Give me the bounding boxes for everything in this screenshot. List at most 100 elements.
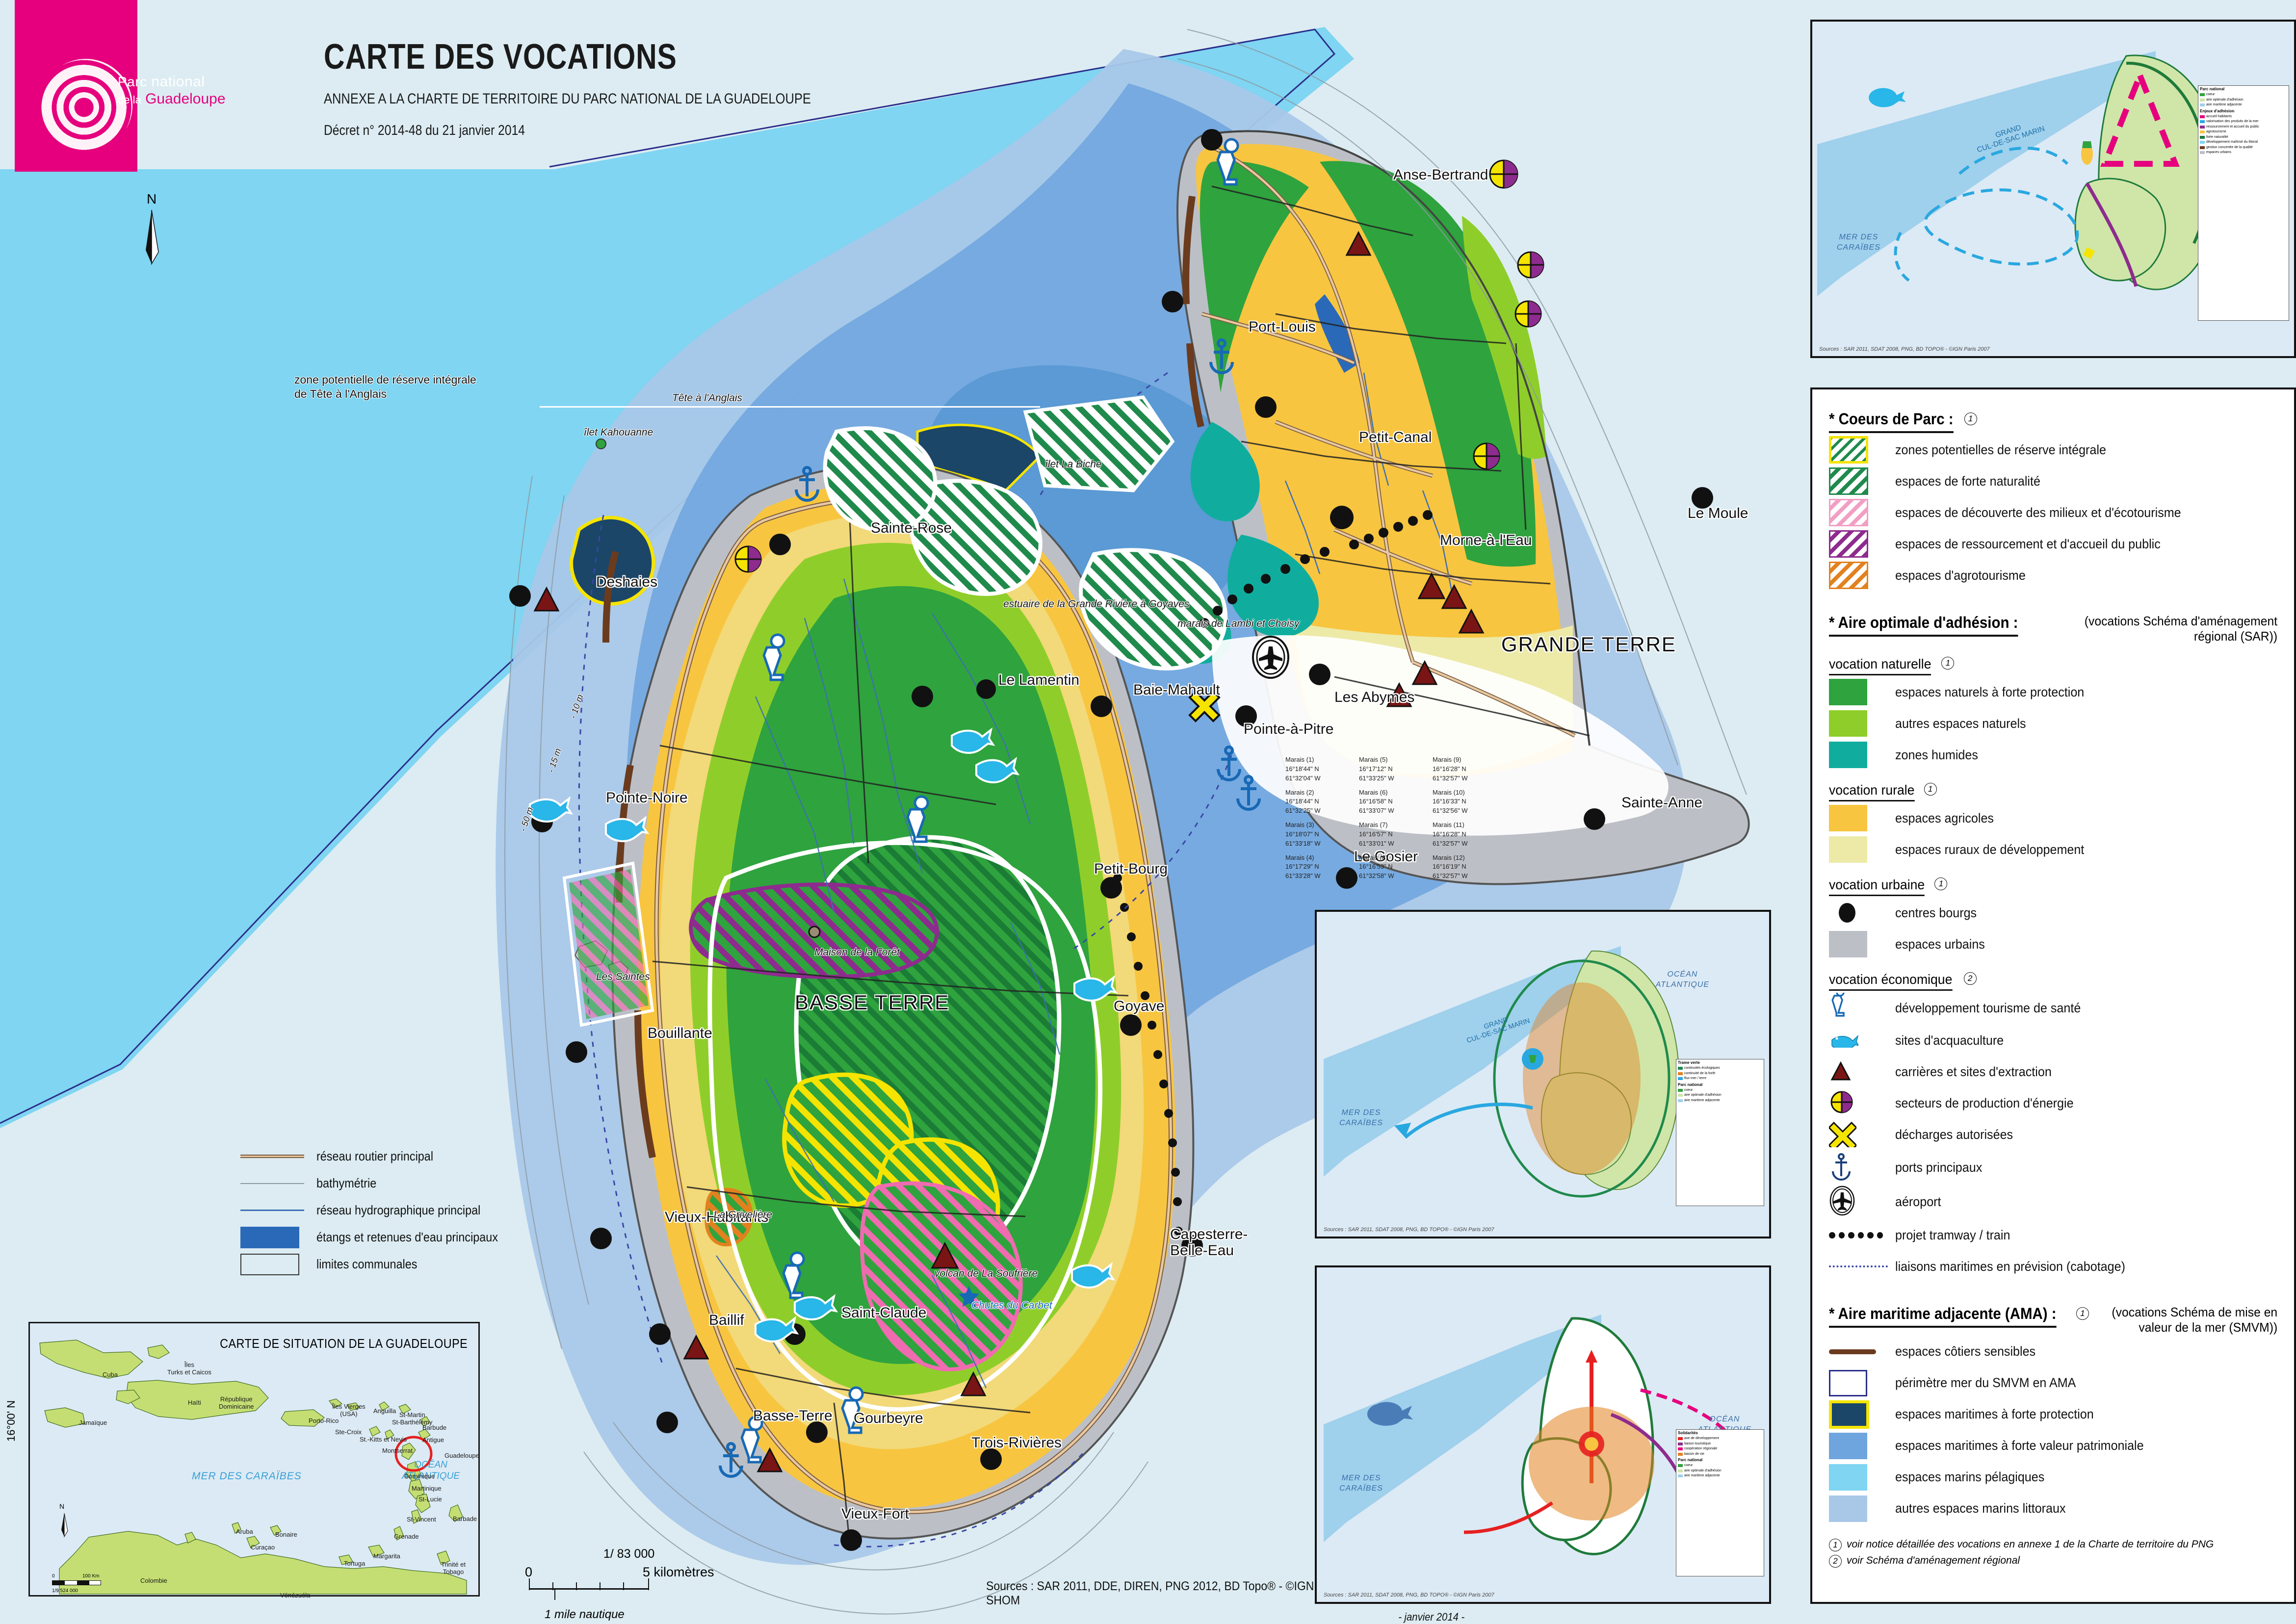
legend-item-label: sites d'acquaculture — [1895, 1032, 2004, 1048]
situation-inset-graphic — [30, 1323, 478, 1595]
legend-item-label: zones humides — [1895, 747, 1978, 762]
quarry-icon — [1829, 1060, 1853, 1084]
inset-social-sea-label: MER DES CARAÏBES — [1339, 1474, 1383, 1493]
legend-item: ports principaux — [1829, 1152, 2277, 1184]
situation-island-label: Vénézuéla — [280, 1592, 311, 1599]
logo-dela-word: de la — [118, 93, 141, 106]
situation-island-label: Barbade — [453, 1515, 477, 1522]
latitude-label: 16°00' N — [5, 1400, 17, 1442]
legend-section-ama: * Aire maritime adjacente (AMA) : 1 (vocat… — [1829, 1305, 2277, 1523]
situation-island-label: République Dominicaine — [219, 1395, 254, 1410]
inset-social-legend: Solidarités axe de développement liaison… — [1676, 1429, 1764, 1576]
legend-item: liaisons maritimes en prévision (cabotag… — [1829, 1252, 2277, 1281]
centre-bourg-dot-icon — [1839, 903, 1855, 923]
sources-date: - janvier 2014 - — [1398, 1611, 1465, 1623]
legend-item: sites d'acquaculture — [1829, 1026, 2277, 1055]
situation-island-label: Îles Turks et Caicos — [167, 1361, 211, 1376]
logo-parc-word: Parc — [118, 74, 147, 89]
swatch-smvm-perimeter — [1829, 1369, 1867, 1396]
map-legend-row: limites communales — [240, 1251, 584, 1278]
park-logo-swirl-icon — [39, 59, 132, 152]
reserve-annotation-line2: de Tête à l'Anglais — [294, 387, 387, 400]
legend-item: zones humides — [1829, 740, 2277, 770]
situation-island-label: St.-Kitts et Nevis — [360, 1436, 407, 1443]
situation-island-label: St-Lucie — [418, 1495, 442, 1503]
situation-island-label: Cuba — [103, 1371, 118, 1378]
color-swatch — [1829, 1432, 1867, 1459]
situation-inset-map[interactable]: CARTE DE SITUATION DE LA GUADELOUPE MER … — [28, 1322, 480, 1599]
legend-item: espaces côtiers sensibles — [1829, 1337, 2277, 1366]
color-swatch — [1829, 931, 1867, 958]
legend-item-label: espaces naturels à forte protection — [1895, 684, 2085, 699]
situation-island-label: Martinique — [412, 1485, 442, 1492]
legend-item-label: décharges autorisées — [1895, 1127, 2013, 1142]
legend-group-title: vocation naturelle — [1829, 656, 1931, 676]
legend-item: autres espaces marins littoraux — [1829, 1494, 2277, 1523]
legend-note-marker: 1 — [2076, 1307, 2089, 1320]
park-logo-block — [15, 0, 137, 172]
logo-national-word: national — [151, 74, 205, 90]
logo-guadeloupe-word: Guadeloupe — [145, 90, 226, 107]
north-arrow-icon: N — [135, 191, 179, 275]
legend-item: autres espaces naturels — [1829, 709, 2277, 738]
legend-item-label: espaces marins pélagiques — [1895, 1469, 2045, 1485]
inset-enjeux-sea-label: MER DES CARAÏBES — [1837, 233, 1880, 252]
legend-item-label: secteurs de production d'énergie — [1895, 1095, 2074, 1110]
legend-item-label: liaisons maritimes en prévision (cabotag… — [1895, 1259, 2125, 1274]
map-legend-row: réseau routier principal — [240, 1143, 584, 1170]
legend-item-label: autres espaces naturels — [1895, 716, 2026, 731]
legend-item-label: espaces agricoles — [1895, 810, 1994, 825]
scale-nautical-mile: 1 mile nautique — [545, 1608, 625, 1621]
map-legend-row: étangs et retenues d'eau principaux — [240, 1224, 584, 1251]
legend-section-title: * Aire optimale d'adhésion : — [1829, 614, 2018, 637]
hydro-line — [240, 1210, 316, 1211]
inset-eco-legend: Trame verte continuités écologiques cont… — [1676, 1059, 1764, 1206]
map-legend-label: étangs et retenues d'eau principaux — [316, 1230, 498, 1244]
situation-island-label: Trinité et Tobago — [441, 1561, 466, 1575]
situation-island-label: Porto-Rico — [309, 1417, 339, 1424]
aquaculture-fish-icon — [1829, 1031, 1860, 1052]
inset-eco-ocean-label: OCÉAN ATLANTIQUE — [1655, 970, 1709, 989]
situation-island-label: Curaçao — [251, 1544, 275, 1551]
situation-island-label: Grenade — [394, 1533, 419, 1540]
inset-enjeux-sources: Sources : SAR 2011, SDAT 2008, PNG, BD T… — [1819, 346, 1990, 352]
authorized-dump-icon — [1827, 1120, 1858, 1152]
legend-item-label: développement tourisme de santé — [1895, 1001, 2081, 1016]
situation-island-label: Margarita — [373, 1552, 400, 1560]
scale-max: 5 kilomètres — [643, 1565, 714, 1579]
legend-section-title: * Coeurs de Parc : — [1829, 410, 1954, 433]
legend-item-label: espaces ruraux de développement — [1895, 842, 2085, 857]
scale-zero: 0 — [525, 1565, 533, 1579]
color-swatch — [1829, 805, 1867, 832]
legend-group-title: vocation économique — [1829, 972, 1953, 991]
color-swatch — [1829, 742, 1867, 769]
legend-item: périmètre mer du SMVM en AMA — [1829, 1368, 2277, 1398]
situation-island-label: Tortuga — [344, 1560, 365, 1567]
situation-island-label: St-Vincent — [407, 1516, 436, 1523]
situation-island-label: Jamaïque — [79, 1419, 107, 1426]
main-map[interactable] — [0, 0, 1796, 1624]
legend-item: espaces maritimes à forte protection — [1829, 1400, 2277, 1429]
reserve-annotation-line1: zone potentielle de réserve intégrale — [294, 373, 476, 386]
situation-island-label: Ste-Croix — [335, 1428, 362, 1436]
swatch-reserve-integrale — [1829, 436, 1868, 464]
legend-item: carrières et sites d'extraction — [1829, 1057, 2277, 1086]
legend-item-label: espaces de découverte des milieux et d'é… — [1895, 505, 2181, 520]
legend-item: secteurs de production d'énergie — [1829, 1088, 2277, 1118]
legend-item-label: espaces côtiers sensibles — [1895, 1344, 2036, 1359]
port-anchor-icon — [1829, 1152, 1853, 1184]
situation-island-label: Antigue — [422, 1436, 444, 1444]
legend-item: espaces urbains — [1829, 929, 2277, 959]
footnote-marker: 2 — [1829, 1555, 1842, 1568]
situation-island-label: Aruba — [236, 1528, 253, 1535]
situation-island-label: Îles Vierges (USA) — [332, 1403, 365, 1418]
map-base-legend: réseau routier principal bathymétrie résea… — [240, 1143, 584, 1278]
maritime-link-icon — [1829, 1265, 1888, 1268]
map-graphic — [0, 27, 1750, 1615]
swatch-agrotourisme — [1829, 562, 1868, 589]
legend-section-note: (vocations Schéma de mise en valeur de l… — [2112, 1305, 2277, 1335]
health-tourism-icon — [1829, 988, 1852, 1024]
